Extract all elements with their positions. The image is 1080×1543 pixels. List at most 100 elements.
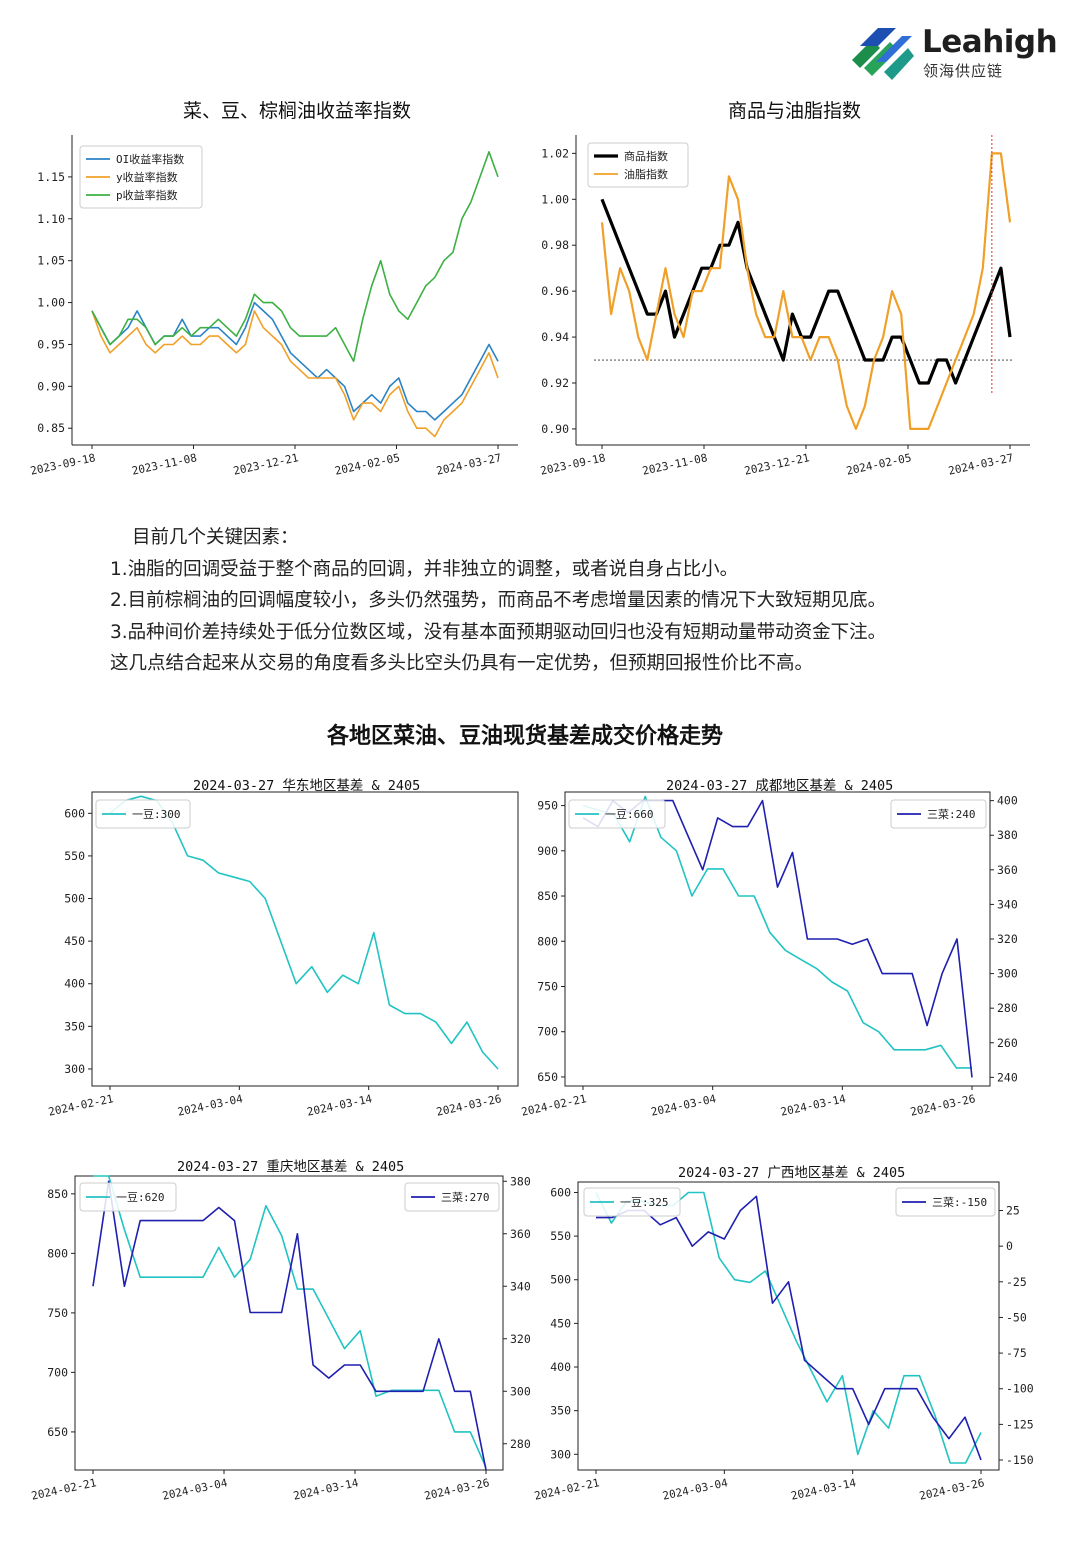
y-tick-label: 0.95 — [37, 337, 65, 351]
y-tick-label: 350 — [64, 1019, 85, 1033]
y-tick-label: 0.90 — [37, 379, 65, 393]
y-tick-label: 400 — [64, 977, 85, 991]
legend-box — [890, 799, 987, 829]
y2-tick-label: 340 — [510, 1279, 531, 1293]
x-tick-label: 2024-03-14 — [779, 1092, 847, 1119]
y2-tick-label: -50 — [1006, 1310, 1027, 1324]
intro-line: 目前几个关键因素： — [132, 527, 299, 548]
y2-tick-label: 320 — [997, 932, 1018, 946]
chart-5-title: 2024-03-27 重庆地区基差 & 2405 — [177, 1159, 405, 1175]
point-3: 3.品种间价差持续处于低分位数区域，没有基本面预期驱动回归也没有短期动量带动资金… — [110, 621, 887, 643]
series-line-1 — [93, 1175, 487, 1468]
y-tick-label: 450 — [550, 1316, 571, 1330]
chart-1: 0.85 0.90 0.95 1.00 1.05 1.10 1.15 2023-09-18 20… — [29, 135, 518, 478]
plot-frame — [577, 1181, 1000, 1471]
plot-frame — [564, 791, 991, 1087]
x-tick-label: 2024-02-21 — [533, 1476, 600, 1502]
y-tick-label: 0.98 — [541, 238, 569, 252]
legend-box — [587, 142, 689, 188]
legend-box — [95, 799, 191, 829]
y-tick-label: 500 — [64, 892, 85, 906]
y2-tick-label: 240 — [997, 1070, 1018, 1084]
y2-tick-label: 320 — [510, 1332, 531, 1346]
chart-4-title: 2024-03-27 成都地区基差 & 2405 — [666, 778, 894, 794]
x-tick-label: 2024-03-26 — [918, 1476, 985, 1502]
x-tick-label: 2024-03-27 — [435, 451, 502, 477]
y-tick-label: 1.00 — [37, 296, 65, 310]
key-factors-text: 目前几个关键因素： 1.油脂的回调受益于整个商品的回调，并非独立的调整，或者说自… — [110, 522, 1030, 680]
y2-tick-label: 360 — [510, 1227, 531, 1241]
series-line-1 — [582, 795, 972, 1069]
series-line-1 — [600, 198, 1012, 385]
y2-tick-label: -150 — [1006, 1453, 1034, 1467]
chart-4: 650 700 750 800 850 900 950 240 260 280 300 320 340 3… — [520, 791, 1018, 1119]
chart-2: 0.90 0.92 0.94 0.96 0.98 1.00 1.02 2023-09-18 20… — [539, 135, 1030, 478]
y-tick-label: 950 — [537, 799, 558, 813]
y2-tick-label: 300 — [510, 1384, 531, 1398]
y-tick-label: 550 — [550, 1229, 571, 1243]
y-tick-label: 0.85 — [37, 421, 65, 435]
plot-frame — [91, 791, 519, 1087]
x-tick-label: 2024-02-05 — [334, 451, 401, 477]
legend-label: 三菜:240 — [927, 808, 976, 821]
y2-tick-label: 380 — [997, 828, 1018, 842]
x-tick-label: 2024-03-27 — [947, 451, 1014, 477]
x-tick-label: 2024-03-04 — [661, 1476, 729, 1503]
legend-label: 三菜:-150 — [932, 1196, 987, 1209]
y-tick-label: 0.94 — [541, 330, 569, 344]
logo-mark-icon — [852, 28, 914, 80]
legend-box — [79, 145, 203, 209]
point-2: 2.目前棕榈油的回调幅度较小，多头仍然强势，而商品不考虑增量因素的情况下大致短期… — [110, 590, 887, 611]
chart-2-title: 商品与油脂指数 — [728, 100, 862, 122]
series-line-3 — [91, 151, 499, 363]
x-tick-label: 2024-03-04 — [161, 1476, 229, 1503]
legend-label: 一豆:620 — [116, 1191, 165, 1204]
y-tick-label: 0.90 — [541, 422, 569, 436]
point-1: 1.油脂的回调受益于整个商品的回调，并非独立的调整，或者说自身占比小。 — [110, 558, 739, 580]
y2-tick-label: 25 — [1006, 1204, 1020, 1218]
y-tick-label: 1.10 — [37, 212, 65, 226]
series-line-2 — [91, 310, 499, 438]
y2-tick-label: 280 — [510, 1437, 531, 1451]
y-tick-label: 350 — [550, 1404, 571, 1418]
x-tick-label: 2024-02-05 — [845, 451, 912, 477]
legend-label: 一豆:325 — [620, 1196, 669, 1209]
x-tick-label: 2024-03-14 — [790, 1476, 858, 1503]
brand-logo: Leahigh 领海供应链 — [850, 22, 1060, 84]
legend-label: p收益率指数 — [116, 188, 178, 202]
chart-5: 650 700 750 800 850 280 300 320 340 360 380 2024-02… — [30, 1174, 531, 1502]
y2-tick-label: 300 — [997, 967, 1018, 981]
y2-tick-label: 380 — [510, 1174, 531, 1188]
legend-label: 三菜:270 — [441, 1191, 490, 1204]
y2-tick-label: -125 — [1006, 1417, 1034, 1431]
y2-tick-label: 0 — [1006, 1239, 1013, 1253]
y2-tick-label: 360 — [997, 863, 1018, 877]
y-tick-label: 900 — [537, 844, 558, 858]
series-line-1 — [595, 1191, 982, 1464]
legend-box — [568, 799, 666, 829]
y-tick-label: 1.05 — [37, 254, 65, 268]
x-tick-label: 2023-11-08 — [131, 451, 198, 477]
x-tick-label: 2023-12-21 — [232, 451, 299, 477]
legend-label: 一豆:300 — [132, 808, 181, 821]
conclusion-line: 这几点结合起来从交易的角度看多头比空头仍具有一定优势，但预期回报性价比不高。 — [110, 653, 814, 674]
x-tick-label: 2023-12-21 — [743, 451, 810, 477]
y-tick-label: 0.96 — [541, 284, 569, 298]
legend-box — [404, 1182, 500, 1212]
x-tick-label: 2024-02-21 — [520, 1092, 587, 1118]
y-tick-label: 650 — [537, 1070, 558, 1084]
legend-label: 一豆:660 — [605, 808, 654, 821]
y2-tick-label: 400 — [997, 794, 1018, 808]
chart-6: 300 350 400 450 500 550 600 25 0 -25 -50 -75 -100 -12… — [533, 1181, 1034, 1503]
y-tick-label: 1.02 — [541, 146, 569, 160]
x-tick-label: 2024-02-21 — [47, 1092, 114, 1118]
x-tick-label: 2024-02-21 — [30, 1476, 97, 1502]
y-tick-label: 800 — [537, 934, 558, 948]
y-tick-label: 400 — [550, 1360, 571, 1374]
x-tick-label: 2023-11-08 — [641, 451, 708, 477]
x-tick-label: 2023-09-18 — [29, 451, 96, 477]
series-line-2 — [596, 1195, 982, 1461]
y-tick-label: 1.15 — [37, 170, 65, 184]
y-tick-label: 0.92 — [541, 376, 569, 390]
series-line-2 — [600, 152, 1012, 430]
